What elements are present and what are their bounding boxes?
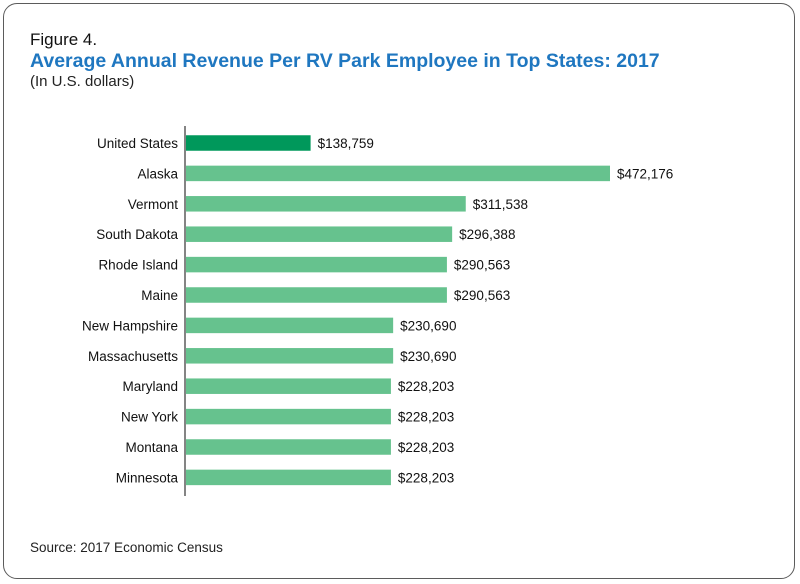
- bar: [186, 256, 447, 273]
- bar: [186, 165, 610, 182]
- category-label: Alaska: [137, 166, 178, 181]
- bar: [186, 135, 311, 151]
- category-label: New York: [121, 410, 178, 425]
- value-label: $228,203: [398, 379, 454, 394]
- category-label: Minnesota: [116, 470, 179, 485]
- category-label: New Hampshire: [82, 318, 178, 333]
- category-label: Maine: [141, 288, 178, 303]
- chart-subtitle: (In U.S. dollars): [30, 73, 135, 90]
- chart-title: Average Annual Revenue Per RV Park Emplo…: [30, 50, 660, 72]
- category-label: Maryland: [122, 379, 178, 394]
- source-note: Source: 2017 Economic Census: [30, 540, 223, 555]
- category-label: Vermont: [128, 197, 179, 212]
- category-label: Montana: [125, 440, 178, 455]
- value-label: $290,563: [454, 288, 510, 303]
- bar: [186, 469, 391, 486]
- bar: [186, 348, 394, 364]
- value-label: $230,690: [400, 318, 456, 333]
- category-label: Massachusetts: [88, 349, 178, 364]
- bar: [186, 378, 391, 394]
- figure-label: Figure 4.: [30, 30, 98, 49]
- value-label: $228,203: [398, 470, 454, 485]
- value-label: $228,203: [398, 410, 454, 425]
- value-label: $296,388: [459, 227, 515, 242]
- category-label: Rhode Island: [98, 258, 178, 273]
- value-label: $230,690: [400, 349, 456, 364]
- value-label: $311,538: [473, 197, 528, 212]
- bar: [186, 317, 394, 334]
- value-label: $228,203: [398, 440, 454, 455]
- value-label: $138,759: [318, 136, 374, 151]
- value-label: $472,176: [617, 166, 673, 181]
- bar: [186, 196, 466, 212]
- bar: [186, 408, 391, 425]
- category-label: United States: [97, 136, 178, 151]
- value-label: $290,563: [454, 258, 510, 273]
- bar: [186, 287, 447, 303]
- bar: [186, 226, 453, 242]
- category-label: South Dakota: [96, 227, 178, 242]
- bar: [186, 439, 391, 455]
